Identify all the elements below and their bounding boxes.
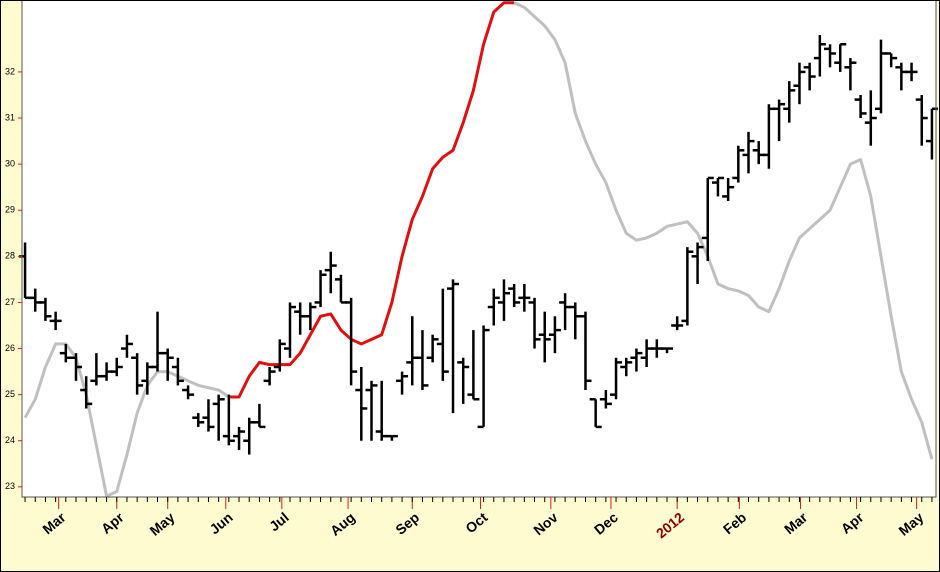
- marks: [19, 1, 938, 498]
- y-tick-label: 27: [5, 297, 15, 307]
- y-tick-label: 32: [5, 66, 15, 76]
- y-tick-label: 23: [5, 481, 15, 491]
- y-tick-label: 24: [5, 435, 15, 445]
- y-tick-label: 25: [5, 389, 15, 399]
- y-tick-label: 31: [5, 112, 15, 122]
- y-tick-label: 28: [5, 251, 15, 261]
- y-tick-label: 30: [5, 159, 15, 169]
- plot-area: [22, 0, 936, 497]
- overlay-line: [228, 1, 515, 399]
- y-tick-label: 29: [5, 205, 15, 215]
- y-tick-label: 26: [5, 343, 15, 353]
- plot-border: [21, 0, 937, 498]
- overlay-line: [23, 1, 934, 498]
